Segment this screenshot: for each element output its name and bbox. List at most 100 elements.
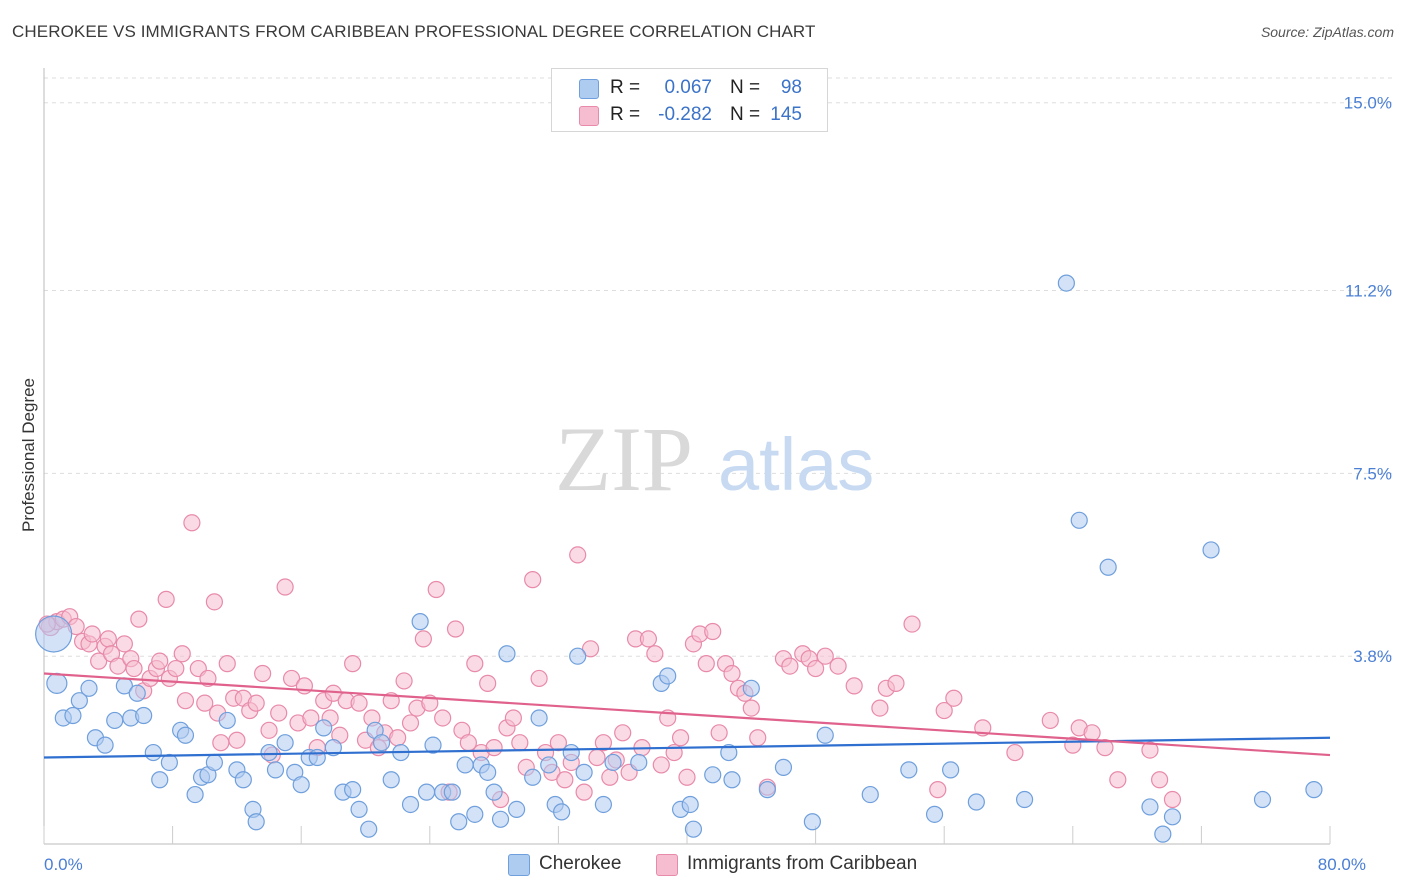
immigrants-point xyxy=(414,630,432,648)
cherokee-point xyxy=(247,813,265,831)
cherokee-point xyxy=(382,771,400,789)
immigrants-point xyxy=(151,652,169,670)
immigrants-point xyxy=(196,694,214,712)
cherokee-point xyxy=(315,719,333,737)
cherokee-point xyxy=(925,805,944,823)
legend-row-cherokee: R = 0.067 N = 98 xyxy=(552,75,827,101)
cherokee-point xyxy=(401,795,420,814)
cherokee-point xyxy=(144,743,162,762)
cherokee-point xyxy=(292,776,310,794)
x-tick-label: 80.0% xyxy=(1318,855,1366,874)
immigrants-point xyxy=(575,783,593,801)
immigrants-point xyxy=(710,724,728,742)
y-tick-label: 15.0% xyxy=(1344,94,1392,113)
immigrants-point xyxy=(935,701,953,720)
y-axis-label: Professional Degree xyxy=(19,378,38,532)
immigrants-point xyxy=(530,669,548,688)
immigrants-point xyxy=(1141,741,1159,759)
cherokee-point xyxy=(758,781,776,799)
cherokee-point xyxy=(816,726,834,744)
cherokee-point xyxy=(942,761,960,779)
immigrants-point xyxy=(601,768,619,786)
cherokee-point xyxy=(569,647,587,665)
cherokee-point xyxy=(704,766,722,784)
cherokee-point xyxy=(456,756,474,774)
cherokee-point xyxy=(70,692,88,710)
cherokee-point xyxy=(151,771,169,789)
legend-n-label: N = xyxy=(730,104,761,125)
cherokee-point xyxy=(508,800,526,819)
cherokee-point xyxy=(186,785,204,804)
immigrants-point xyxy=(723,664,741,683)
immigrants-point xyxy=(434,709,452,727)
immigrants-point xyxy=(678,768,696,786)
trend-lines xyxy=(43,672,1331,759)
cherokee-point xyxy=(530,709,548,727)
immigrants-point xyxy=(485,739,503,757)
legend-swatch-pink xyxy=(656,854,678,876)
immigrants-point xyxy=(389,729,407,747)
immigrants-point xyxy=(254,664,272,683)
cherokee-point xyxy=(1154,825,1172,843)
cherokee-point xyxy=(64,706,82,725)
cherokee-point xyxy=(540,756,558,774)
tick-labels: 3.8% 7.5% 11.2% 15.0% 0.0% 80.0% xyxy=(44,94,1392,874)
immigrants-point xyxy=(205,593,223,611)
cherokee-point xyxy=(266,761,285,779)
cherokee-point xyxy=(260,743,278,762)
immigrants-point xyxy=(1096,739,1114,757)
immigrants-point xyxy=(1041,711,1059,730)
watermark-atlas: atlas xyxy=(718,423,874,506)
immigrants-point xyxy=(829,657,847,675)
cherokee-point xyxy=(1141,798,1159,816)
cherokee-point xyxy=(96,736,114,754)
immigrants-point xyxy=(1006,743,1024,762)
grid-lines xyxy=(44,77,1392,657)
cherokee-point xyxy=(450,813,468,831)
legend-r-value: -0.282 xyxy=(658,104,712,125)
immigrants-point xyxy=(83,625,101,643)
immigrants-point xyxy=(1151,771,1169,789)
immigrants-point xyxy=(704,622,722,641)
cherokee-point xyxy=(417,783,436,801)
immigrants-point xyxy=(167,659,185,678)
immigrants-point xyxy=(247,694,265,712)
cherokee-point xyxy=(234,771,252,789)
cherokee-point xyxy=(479,763,497,781)
immigrants-point xyxy=(99,630,117,648)
cherokee-point xyxy=(498,645,516,663)
cherokee-point xyxy=(276,734,294,752)
immigrants-point xyxy=(511,734,529,752)
immigrants-point xyxy=(270,704,288,722)
immigrants-point xyxy=(173,645,191,663)
cherokee-point xyxy=(1015,790,1034,809)
watermark-zip: ZIP xyxy=(555,408,693,510)
cherokee-point xyxy=(485,783,503,801)
cherokee-point xyxy=(681,795,699,814)
cherokee-point xyxy=(742,679,760,697)
immigrants-point xyxy=(581,640,600,658)
cherokee-point xyxy=(861,785,879,804)
x-tick-label: 0.0% xyxy=(44,855,83,874)
immigrants-point xyxy=(742,699,760,717)
cherokee-point xyxy=(466,805,484,823)
cherokee-point xyxy=(1099,558,1117,576)
immigrants-point xyxy=(183,514,201,532)
cherokee-point xyxy=(128,684,146,702)
immigrants-point xyxy=(504,709,522,727)
cherokee-point xyxy=(46,672,68,694)
cherokee-point xyxy=(411,613,429,631)
axes xyxy=(43,68,1331,845)
immigrants-point xyxy=(646,645,664,663)
cherokee-point xyxy=(684,820,703,838)
y-tick-label: 3.8% xyxy=(1353,647,1392,666)
immigrants-point xyxy=(260,721,278,739)
immigrants-point xyxy=(157,590,175,608)
cherokee-point xyxy=(1253,790,1272,809)
immigrants-point xyxy=(845,677,863,695)
immigrants-point xyxy=(466,655,484,673)
cherokee-point xyxy=(659,667,677,685)
cherokee-point xyxy=(372,734,391,752)
chart-title: CHEROKEE VS IMMIGRANTS FROM CARIBBEAN PR… xyxy=(12,22,816,41)
